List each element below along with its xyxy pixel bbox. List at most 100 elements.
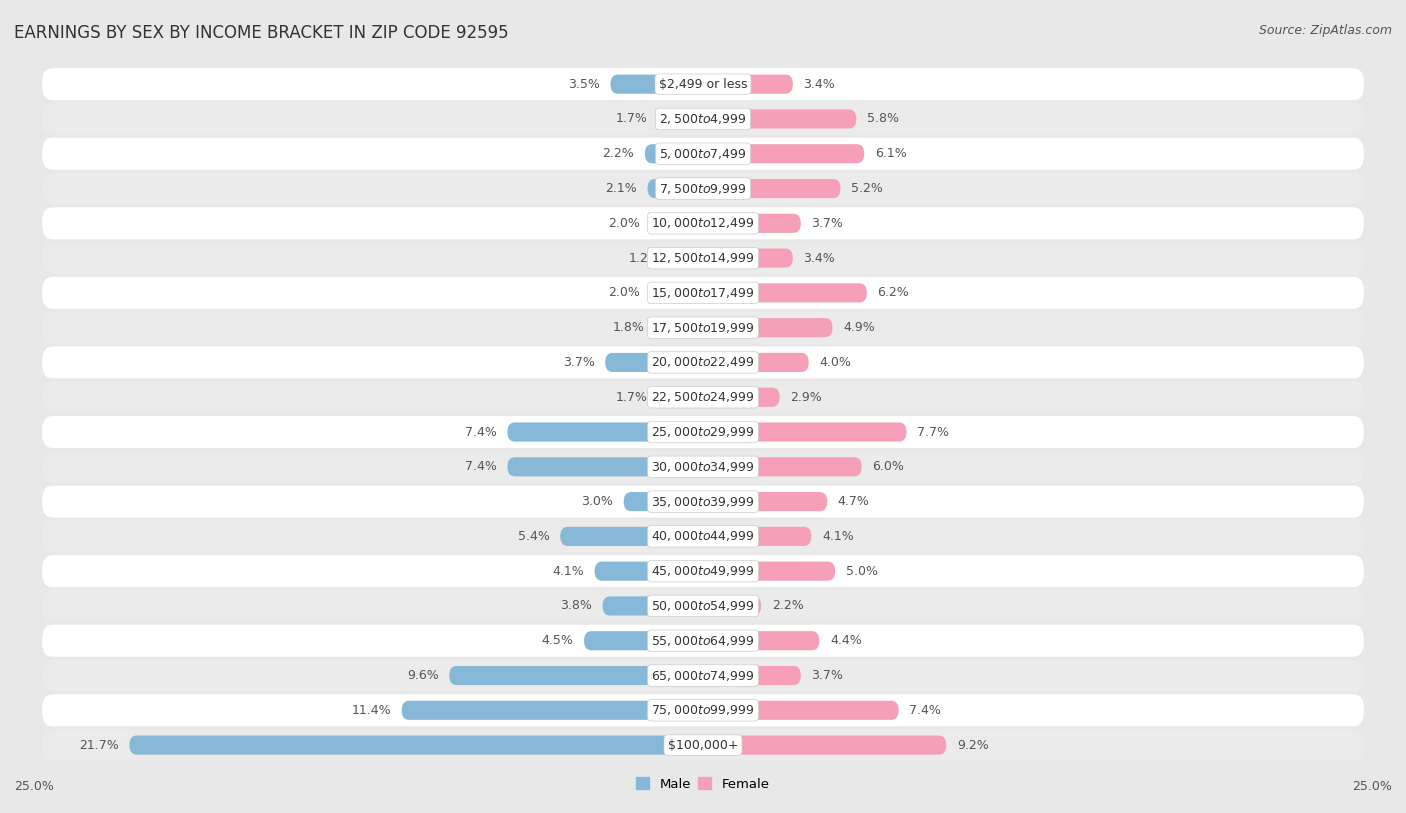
FancyBboxPatch shape [560, 527, 703, 546]
FancyBboxPatch shape [671, 249, 703, 267]
Text: $15,000 to $17,499: $15,000 to $17,499 [651, 286, 755, 300]
Text: EARNINGS BY SEX BY INCOME BRACKET IN ZIP CODE 92595: EARNINGS BY SEX BY INCOME BRACKET IN ZIP… [14, 24, 509, 42]
FancyBboxPatch shape [703, 423, 907, 441]
Legend: Male, Female: Male, Female [631, 772, 775, 796]
Text: 3.4%: 3.4% [803, 78, 835, 91]
Text: 6.2%: 6.2% [877, 286, 910, 299]
Text: 4.1%: 4.1% [553, 565, 583, 578]
Text: 5.4%: 5.4% [517, 530, 550, 543]
Text: 5.8%: 5.8% [868, 112, 898, 125]
FancyBboxPatch shape [703, 75, 793, 93]
FancyBboxPatch shape [703, 179, 841, 198]
Text: $10,000 to $12,499: $10,000 to $12,499 [651, 216, 755, 230]
Text: $40,000 to $44,999: $40,000 to $44,999 [651, 529, 755, 543]
Text: 25.0%: 25.0% [1353, 780, 1392, 793]
Text: 7.7%: 7.7% [917, 425, 949, 438]
FancyBboxPatch shape [42, 520, 1364, 552]
Text: 1.7%: 1.7% [616, 112, 648, 125]
Text: 11.4%: 11.4% [352, 704, 391, 717]
Text: 3.8%: 3.8% [560, 599, 592, 612]
Text: $20,000 to $22,499: $20,000 to $22,499 [651, 355, 755, 369]
FancyBboxPatch shape [658, 110, 703, 128]
FancyBboxPatch shape [703, 736, 946, 754]
Text: Source: ZipAtlas.com: Source: ZipAtlas.com [1258, 24, 1392, 37]
FancyBboxPatch shape [610, 75, 703, 93]
Text: 2.1%: 2.1% [605, 182, 637, 195]
FancyBboxPatch shape [605, 353, 703, 372]
FancyBboxPatch shape [703, 388, 780, 406]
Text: 4.9%: 4.9% [844, 321, 875, 334]
Text: 4.5%: 4.5% [541, 634, 574, 647]
FancyBboxPatch shape [703, 597, 761, 615]
Text: 6.0%: 6.0% [872, 460, 904, 473]
FancyBboxPatch shape [703, 144, 865, 163]
FancyBboxPatch shape [703, 318, 832, 337]
Text: 2.0%: 2.0% [607, 286, 640, 299]
FancyBboxPatch shape [42, 103, 1364, 135]
Text: $22,500 to $24,999: $22,500 to $24,999 [651, 390, 755, 404]
FancyBboxPatch shape [42, 68, 1364, 100]
FancyBboxPatch shape [508, 457, 703, 476]
Text: 3.7%: 3.7% [811, 669, 844, 682]
Text: $75,000 to $99,999: $75,000 to $99,999 [651, 703, 755, 717]
FancyBboxPatch shape [703, 666, 801, 685]
Text: 4.4%: 4.4% [830, 634, 862, 647]
FancyBboxPatch shape [42, 659, 1364, 692]
FancyBboxPatch shape [508, 423, 703, 441]
Text: 1.7%: 1.7% [616, 391, 648, 404]
FancyBboxPatch shape [42, 277, 1364, 309]
FancyBboxPatch shape [42, 694, 1364, 726]
FancyBboxPatch shape [129, 736, 703, 754]
Text: 25.0%: 25.0% [14, 780, 53, 793]
Text: 6.1%: 6.1% [875, 147, 907, 160]
FancyBboxPatch shape [42, 311, 1364, 344]
Text: $45,000 to $49,999: $45,000 to $49,999 [651, 564, 755, 578]
FancyBboxPatch shape [703, 283, 868, 302]
Text: 7.4%: 7.4% [465, 460, 496, 473]
Text: 7.4%: 7.4% [910, 704, 941, 717]
FancyBboxPatch shape [703, 457, 862, 476]
Text: $17,500 to $19,999: $17,500 to $19,999 [651, 320, 755, 335]
FancyBboxPatch shape [595, 562, 703, 580]
FancyBboxPatch shape [450, 666, 703, 685]
FancyBboxPatch shape [703, 562, 835, 580]
FancyBboxPatch shape [648, 179, 703, 198]
FancyBboxPatch shape [703, 353, 808, 372]
Text: 3.7%: 3.7% [811, 217, 844, 230]
Text: 2.0%: 2.0% [607, 217, 640, 230]
Text: 3.5%: 3.5% [568, 78, 600, 91]
Text: $50,000 to $54,999: $50,000 to $54,999 [651, 599, 755, 613]
FancyBboxPatch shape [42, 137, 1364, 170]
Text: 2.2%: 2.2% [772, 599, 803, 612]
FancyBboxPatch shape [42, 172, 1364, 205]
FancyBboxPatch shape [42, 590, 1364, 622]
Text: $12,500 to $14,999: $12,500 to $14,999 [651, 251, 755, 265]
Text: 21.7%: 21.7% [79, 738, 120, 751]
FancyBboxPatch shape [703, 249, 793, 267]
FancyBboxPatch shape [42, 624, 1364, 657]
Text: $7,500 to $9,999: $7,500 to $9,999 [659, 181, 747, 196]
Text: $5,000 to $7,499: $5,000 to $7,499 [659, 146, 747, 161]
FancyBboxPatch shape [42, 485, 1364, 518]
Text: 3.7%: 3.7% [562, 356, 595, 369]
Text: 1.2%: 1.2% [628, 251, 661, 264]
Text: 7.4%: 7.4% [465, 425, 496, 438]
Text: 9.2%: 9.2% [956, 738, 988, 751]
Text: 2.9%: 2.9% [790, 391, 823, 404]
Text: $2,499 or less: $2,499 or less [659, 78, 747, 91]
FancyBboxPatch shape [703, 701, 898, 720]
Text: 4.7%: 4.7% [838, 495, 870, 508]
Text: 5.0%: 5.0% [846, 565, 877, 578]
Text: 3.0%: 3.0% [581, 495, 613, 508]
Text: 5.2%: 5.2% [851, 182, 883, 195]
FancyBboxPatch shape [42, 207, 1364, 239]
FancyBboxPatch shape [703, 110, 856, 128]
FancyBboxPatch shape [658, 388, 703, 406]
FancyBboxPatch shape [42, 450, 1364, 483]
FancyBboxPatch shape [42, 416, 1364, 448]
Text: 2.2%: 2.2% [603, 147, 634, 160]
FancyBboxPatch shape [42, 242, 1364, 274]
Text: $65,000 to $74,999: $65,000 to $74,999 [651, 668, 755, 683]
Text: 1.8%: 1.8% [613, 321, 645, 334]
FancyBboxPatch shape [655, 318, 703, 337]
